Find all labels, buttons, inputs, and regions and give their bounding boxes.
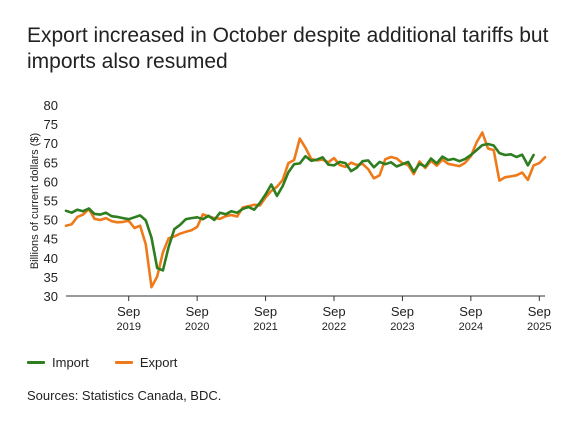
- y-tick-label: 50: [44, 213, 58, 228]
- legend-item-import: Import: [27, 355, 89, 370]
- legend-item-export: Export: [114, 354, 178, 370]
- x-tick-label: Sep: [391, 304, 414, 319]
- x-tick-label: Sep: [117, 304, 140, 319]
- y-axis-label: Billions of current dollars ($): [29, 133, 41, 269]
- y-axis: 30 35 40 45 50 55 60 65 70 75 80: [44, 98, 58, 304]
- x-tick-label: Sep: [459, 304, 482, 319]
- y-tick-label: 75: [44, 117, 58, 132]
- y-tick-label: 55: [44, 194, 58, 209]
- y-tick-label: 45: [44, 232, 58, 247]
- plot-area: [64, 131, 547, 289]
- x-tick-label: Sep: [254, 304, 277, 319]
- series-line-import: [64, 142, 535, 272]
- y-tick-label: 35: [44, 270, 58, 285]
- source-note: Sources: Statistics Canada, BDC.: [27, 388, 222, 403]
- legend-swatch-export: [114, 360, 133, 364]
- legend-swatch-import: [27, 360, 45, 364]
- legend: Import Export: [27, 352, 203, 372]
- y-tick-label: 40: [44, 251, 58, 266]
- legend-label-export: Export: [139, 354, 178, 370]
- x-tick-year-label: 2019: [116, 321, 140, 333]
- x-axis: Sep 2019 Sep 2020 Sep 2021 Sep 2022 Sep 2023 Sep 20…: [66, 295, 552, 333]
- y-tick-label: 30: [44, 289, 58, 304]
- x-tick-label: Sep: [186, 304, 209, 319]
- series-line-export: [64, 131, 547, 289]
- x-tick-year-label: 2021: [253, 321, 277, 333]
- x-tick-year-label: 2020: [185, 321, 209, 333]
- x-tick-year-label: 2024: [459, 321, 483, 333]
- legend-label-import: Import: [52, 354, 89, 370]
- x-tick-year-label: 2023: [390, 321, 414, 333]
- x-tick-year-label: 2022: [322, 321, 346, 333]
- x-tick-label: Sep: [528, 304, 551, 319]
- chart-title: Export increased in October despite addi…: [27, 24, 549, 73]
- y-tick-label: 70: [44, 136, 58, 151]
- y-tick-label: 65: [44, 155, 58, 170]
- x-tick-label: Sep: [322, 304, 345, 319]
- y-tick-label: 80: [44, 98, 58, 113]
- y-tick-label: 60: [44, 174, 58, 189]
- y-axis-title: Billions of current dollars ($): [29, 133, 41, 269]
- x-tick-year-label: 2025: [527, 321, 551, 333]
